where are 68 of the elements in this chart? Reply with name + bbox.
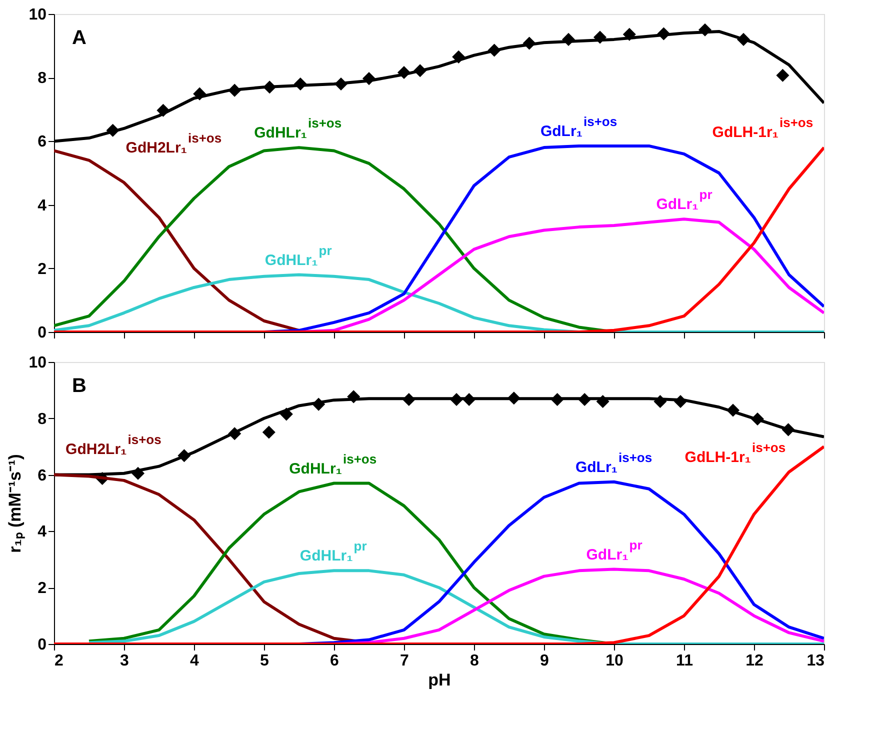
point bbox=[488, 44, 501, 57]
point bbox=[106, 124, 120, 137]
x-tick-label: 7 bbox=[400, 652, 410, 670]
point bbox=[402, 392, 416, 406]
x-tick-label: 2 bbox=[54, 652, 64, 670]
y-tick-label: 6 bbox=[38, 134, 47, 151]
x-tick-label: 5 bbox=[260, 652, 270, 670]
point bbox=[507, 392, 520, 405]
y-tick-label: 0 bbox=[38, 324, 47, 342]
point bbox=[263, 80, 276, 94]
line-series bbox=[88, 569, 824, 644]
point bbox=[462, 392, 476, 406]
point bbox=[228, 427, 242, 440]
x-tick-label: 8 bbox=[470, 652, 480, 670]
point bbox=[726, 404, 740, 417]
point bbox=[522, 36, 536, 50]
y-axis-title: r₁ₚ (mM⁻¹s⁻¹) bbox=[6, 454, 26, 553]
point bbox=[782, 423, 795, 436]
point bbox=[312, 398, 326, 411]
point bbox=[294, 77, 307, 90]
y-tick-label: 10 bbox=[28, 354, 47, 372]
point bbox=[156, 104, 170, 117]
point bbox=[750, 412, 764, 426]
x-tick-label: 12 bbox=[746, 652, 764, 670]
y-tick-label: 6 bbox=[38, 467, 47, 484]
text: B bbox=[72, 375, 86, 397]
y-tick-label: 0 bbox=[38, 636, 47, 654]
point bbox=[657, 27, 670, 40]
point bbox=[550, 392, 564, 406]
point bbox=[280, 408, 293, 421]
point bbox=[596, 394, 610, 408]
point bbox=[736, 32, 750, 46]
x-tick-label: 6 bbox=[330, 652, 340, 670]
point bbox=[362, 72, 376, 86]
point bbox=[334, 77, 348, 90]
x-tick-label: 3 bbox=[120, 652, 130, 670]
point bbox=[397, 66, 411, 80]
point bbox=[228, 84, 242, 97]
y-tick-label: 8 bbox=[38, 410, 47, 428]
x-tick-label: 11 bbox=[676, 652, 694, 670]
y-tick-label: 10 bbox=[28, 6, 47, 24]
point bbox=[450, 392, 464, 406]
point bbox=[262, 426, 276, 439]
point bbox=[562, 32, 576, 46]
point bbox=[578, 392, 592, 406]
x-tick-label: 13 bbox=[806, 652, 825, 670]
point bbox=[452, 50, 466, 64]
point bbox=[193, 87, 206, 100]
x-tick-label: 10 bbox=[606, 652, 624, 670]
point bbox=[674, 394, 688, 408]
y-tick-label: 4 bbox=[38, 524, 47, 541]
point bbox=[347, 390, 360, 404]
point bbox=[654, 394, 667, 408]
point bbox=[178, 449, 191, 462]
x-axis-title: pH bbox=[428, 670, 451, 690]
y-tick-label: 2 bbox=[38, 580, 47, 598]
point bbox=[776, 68, 790, 82]
y-tick-label: 2 bbox=[38, 260, 47, 278]
point bbox=[131, 466, 145, 480]
x-tick-label: 4 bbox=[190, 652, 200, 670]
point bbox=[698, 23, 712, 36]
y-tick-label: 4 bbox=[38, 197, 47, 214]
text: A bbox=[72, 27, 86, 49]
y-tick-label: 8 bbox=[38, 70, 47, 88]
x-tick-label: 9 bbox=[540, 652, 550, 670]
point bbox=[593, 30, 607, 44]
point bbox=[622, 28, 636, 41]
point bbox=[414, 64, 427, 78]
